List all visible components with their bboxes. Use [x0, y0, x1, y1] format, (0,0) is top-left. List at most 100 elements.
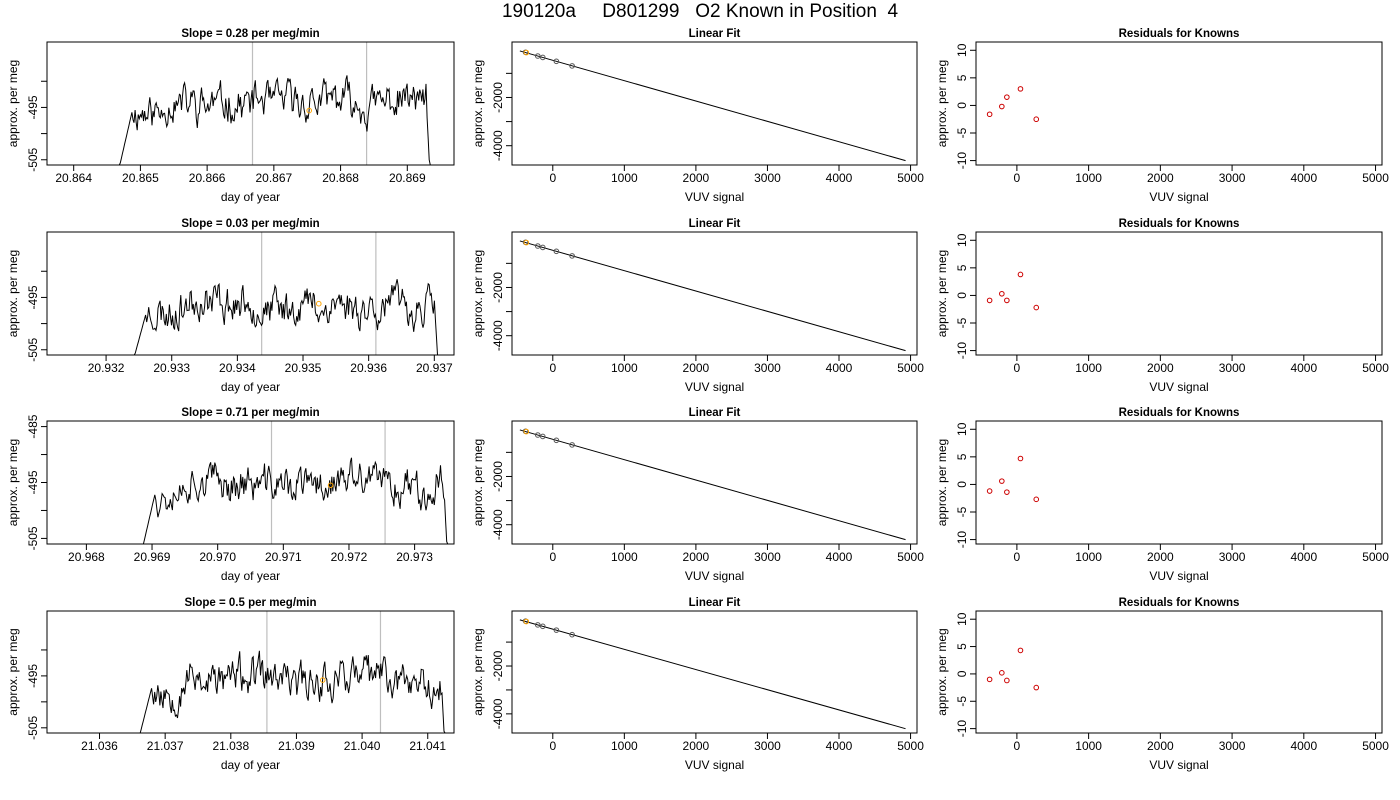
data-point [1033, 304, 1040, 311]
x-tick-label: 4000 [1290, 550, 1317, 564]
signal-trace [115, 75, 432, 166]
y-tick-label: -495 [26, 470, 40, 494]
data-point [986, 488, 993, 494]
data-point [553, 58, 560, 65]
plot-frame [511, 610, 918, 734]
x-axis-label: day of year [221, 380, 280, 394]
highlight-point [523, 428, 530, 435]
plot-frame [975, 41, 1383, 166]
plot-frame [975, 610, 1383, 734]
x-tick-label: 20.933 [153, 361, 190, 375]
data-point [569, 253, 575, 259]
y-tick-label: 0 [955, 481, 969, 488]
x-tick-label: 1000 [611, 739, 638, 753]
y-tick-label: -10 [955, 720, 969, 738]
signal-trace [129, 279, 440, 356]
x-tick-label: 2000 [683, 361, 710, 375]
data-point [539, 54, 546, 61]
x-tick-label: 21.041 [409, 739, 446, 753]
y-axis-label: approx. per meg [6, 60, 20, 147]
signal-trace [138, 457, 449, 545]
x-tick-label: 4000 [1290, 171, 1317, 185]
y-axis-label: approx. per meg [935, 60, 949, 147]
x-tick-label: 21.036 [81, 739, 118, 753]
plot-frame [511, 231, 918, 356]
y-axis-label: approx. per meg [471, 628, 485, 715]
x-tick-label: 3000 [754, 171, 781, 185]
data-point [986, 676, 993, 683]
y-tick-label: -495 [26, 664, 40, 688]
data-point [999, 103, 1005, 110]
data-point [1004, 677, 1010, 684]
data-point [539, 244, 546, 251]
data-point [553, 248, 560, 255]
fit-line [519, 240, 906, 352]
y-tick-label: -505 [26, 147, 40, 171]
x-tick-label: 20.935 [285, 361, 322, 375]
y-tick-label: -505 [26, 715, 40, 739]
x-tick-label: 1000 [1075, 361, 1102, 375]
x-tick-label: 3000 [754, 550, 781, 564]
data-point [569, 63, 575, 69]
plot-frame [46, 41, 455, 166]
x-tick-label: 20.968 [68, 550, 105, 564]
x-tick-label: 5000 [1362, 361, 1389, 375]
y-tick-label: -2000 [491, 650, 505, 681]
panel-title: Residuals for Knowns [1119, 218, 1240, 230]
y-axis-label: approx. per meg [471, 439, 485, 526]
data-point [1033, 116, 1040, 123]
x-tick-label: 0 [1014, 171, 1021, 185]
data-point [999, 478, 1005, 484]
x-tick-label: 2000 [1147, 550, 1174, 564]
figure-title: 190120a D801299 O2 Known in Position 4 [501, 1, 899, 22]
x-tick-label: 1000 [1075, 171, 1102, 185]
x-tick-label: 20.934 [219, 361, 256, 375]
x-tick-label: 5000 [1362, 171, 1389, 185]
x-tick-label: 2000 [683, 550, 710, 564]
highlight-point [315, 300, 322, 307]
y-axis-label: approx. per meg [935, 439, 949, 526]
x-axis-label: VUV signal [685, 569, 744, 583]
x-tick-label: 0 [549, 361, 556, 375]
plot-frame [46, 610, 455, 734]
x-tick-label: 3000 [1219, 550, 1246, 564]
x-axis-label: day of year [221, 758, 280, 772]
y-axis-label: approx. per meg [471, 60, 485, 147]
x-tick-label: 0 [1014, 739, 1021, 753]
panel-title: Slope = 0.28 per meg/min [181, 28, 319, 40]
x-tick-label: 4000 [826, 361, 853, 375]
y-tick-label: -4000 [491, 698, 505, 729]
data-point [1017, 271, 1024, 278]
y-tick-label: -5 [955, 696, 969, 707]
y-tick-label: 5 [955, 453, 969, 460]
x-tick-label: 20.865 [122, 171, 159, 185]
time-series-2-panel: Slope = 0.03 per meg/min day of year appro… [6, 218, 455, 394]
y-tick-label: -495 [26, 285, 40, 309]
x-tick-label: 21.038 [212, 739, 249, 753]
data-point [534, 432, 541, 438]
highlight-point [523, 618, 530, 625]
y-tick-label: -485 [26, 414, 40, 438]
fit-line [519, 429, 906, 541]
signal-trace [135, 650, 447, 734]
y-tick-label: 5 [955, 74, 969, 81]
x-tick-label: 3000 [1219, 739, 1246, 753]
data-point [534, 243, 541, 249]
data-point [539, 433, 546, 440]
plot-frame [511, 420, 918, 545]
fit-line [519, 619, 906, 730]
x-tick-label: 3000 [1219, 361, 1246, 375]
x-tick-label: 2000 [1147, 361, 1174, 375]
y-axis-label: approx. per meg [471, 250, 485, 337]
x-tick-label: 3000 [1219, 171, 1246, 185]
x-tick-label: 20.864 [55, 171, 92, 185]
x-tick-label: 2000 [683, 171, 710, 185]
panel-title: Slope = 0.03 per meg/min [181, 218, 319, 230]
data-point [1017, 86, 1024, 92]
linear-fit-3-panel: Linear Fit VUV signal approx. per meg 0 1000… [471, 407, 924, 583]
x-tick-label: 21.037 [147, 739, 184, 753]
y-axis-label: approx. per meg [935, 250, 949, 337]
time-series-3-panel: Slope = 0.71 per meg/min day of year appro… [6, 407, 455, 583]
x-tick-label: 3000 [754, 739, 781, 753]
